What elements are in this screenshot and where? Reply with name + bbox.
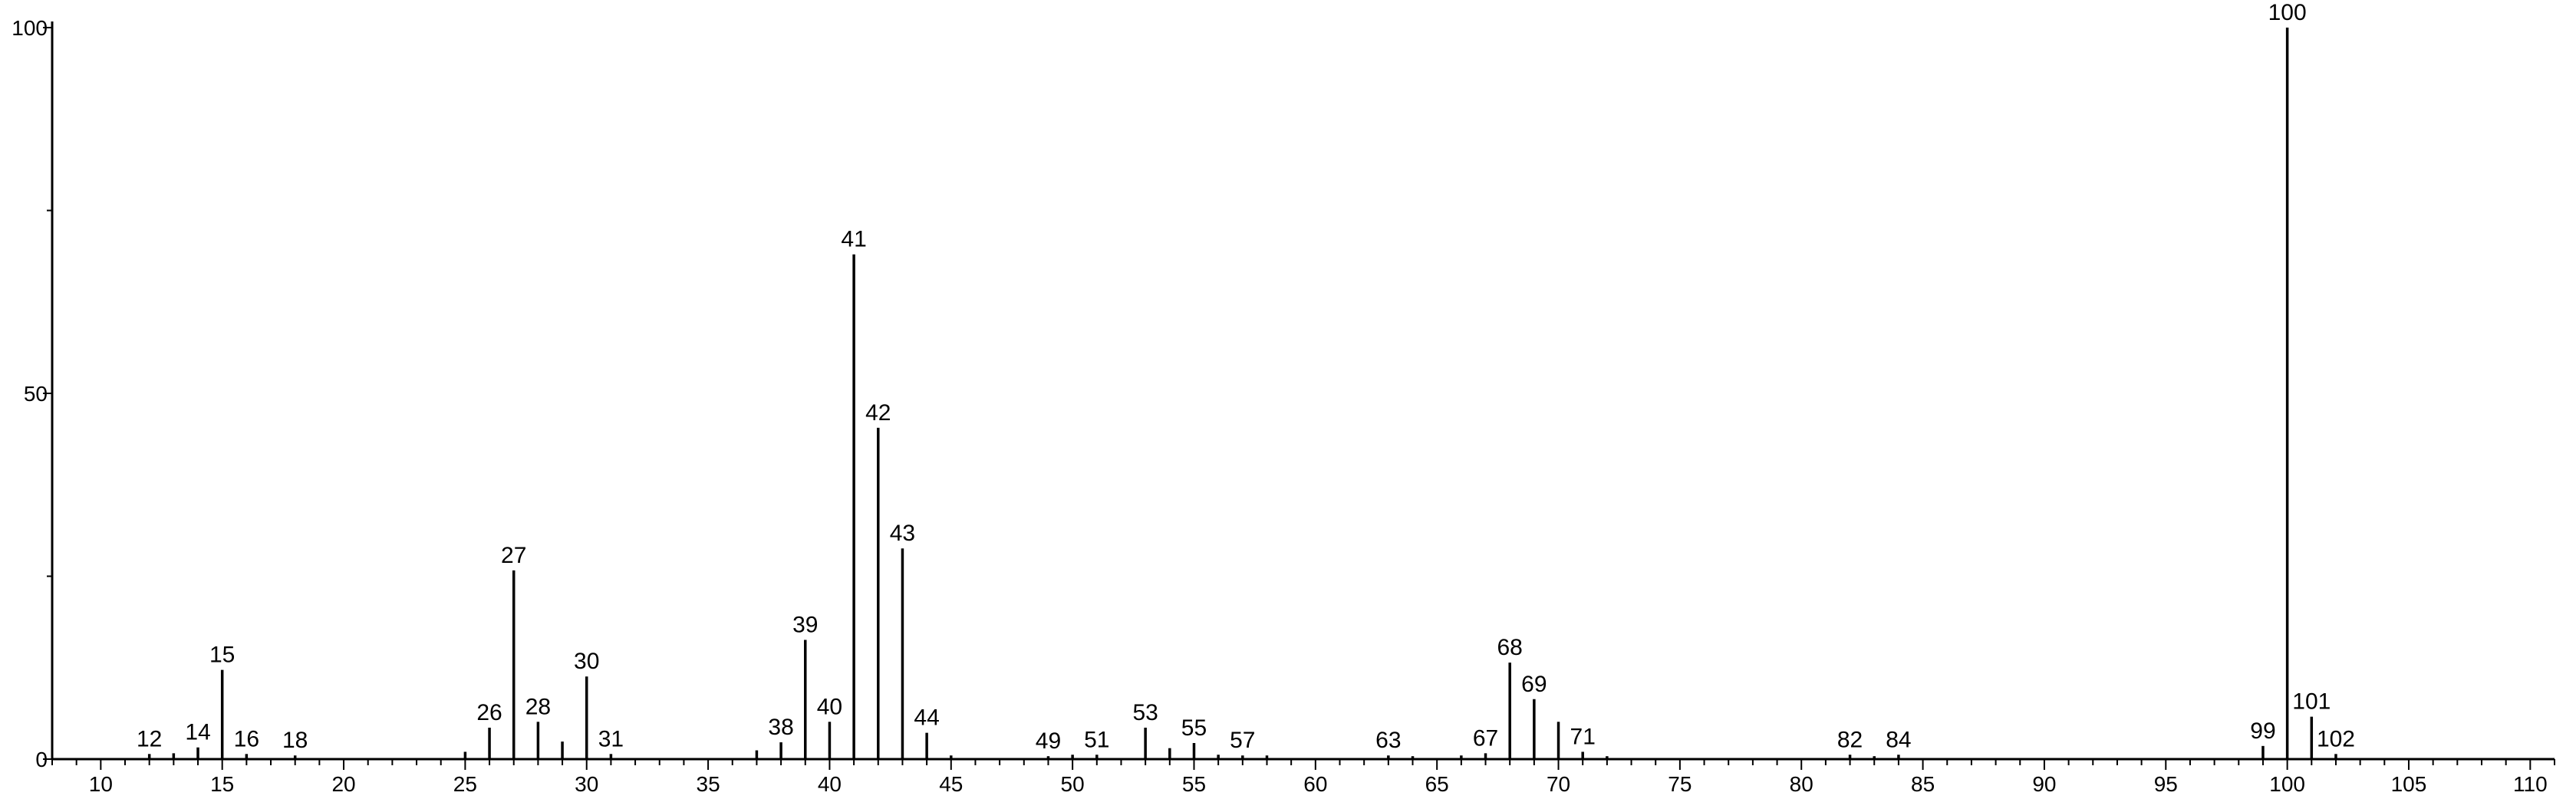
- peak-label-mz-27: 27: [501, 543, 526, 568]
- peak-label-mz-42: 42: [865, 400, 891, 426]
- x-tick-label: 85: [1911, 772, 1935, 796]
- peak-label-mz-55: 55: [1181, 715, 1207, 741]
- x-tick-label: 65: [1425, 772, 1449, 796]
- x-tick-label: 35: [697, 772, 720, 796]
- x-tick-label: 75: [1668, 772, 1692, 796]
- peak-label-mz-12: 12: [137, 726, 162, 751]
- x-tick-label: 30: [575, 772, 598, 796]
- peak-label-mz-43: 43: [890, 521, 915, 546]
- x-tick-label: 60: [1303, 772, 1327, 796]
- x-tick-label: 20: [331, 772, 355, 796]
- y-tick-label: 50: [24, 382, 48, 406]
- peak-label-mz-82: 82: [1837, 727, 1863, 752]
- peak-label-mz-26: 26: [476, 700, 502, 725]
- peak-label-mz-71: 71: [1570, 724, 1596, 749]
- x-tick-label: 50: [1061, 772, 1085, 796]
- peak-label-mz-31: 31: [598, 726, 624, 751]
- peak-label-mz-44: 44: [914, 705, 939, 731]
- x-tick-label: 90: [2032, 772, 2056, 796]
- x-tick-label: 55: [1182, 772, 1206, 796]
- peak-label-mz-99: 99: [2250, 718, 2275, 744]
- y-tick-label: 100: [12, 16, 48, 40]
- peak-label-mz-84: 84: [1886, 727, 1911, 752]
- peak-label-mz-102: 102: [2317, 726, 2355, 751]
- axes: 10 15 20 25 30 35 40 45 50 55 60 65 70 75 80 85 90 95 100 1…: [12, 16, 2555, 796]
- peak-label-mz-68: 68: [1497, 635, 1523, 660]
- peak-label-mz-18: 18: [282, 728, 308, 753]
- peak-label-mz-16: 16: [234, 726, 259, 751]
- x-tick-label: 25: [453, 772, 477, 796]
- x-tick-label: 15: [210, 772, 234, 796]
- x-tick-label: 80: [1790, 772, 1813, 796]
- peak-label-mz-67: 67: [1473, 725, 1498, 751]
- peak-label-mz-101: 101: [2292, 689, 2331, 715]
- peak-label-mz-14: 14: [185, 720, 210, 745]
- peak-label-mz-30: 30: [574, 649, 599, 674]
- peak-label-mz-38: 38: [768, 715, 793, 740]
- peak-label-mz-28: 28: [525, 694, 551, 719]
- x-tick-label: 105: [2391, 772, 2427, 796]
- peak-bars: [147, 28, 2337, 759]
- x-tick-label: 40: [818, 772, 842, 796]
- peak-label-mz-69: 69: [1521, 672, 1547, 697]
- x-tick-label: 10: [89, 772, 113, 796]
- peak-label-mz-53: 53: [1132, 700, 1158, 725]
- peak-label-mz-51: 51: [1084, 727, 1109, 752]
- y-tick-label: 0: [35, 748, 48, 771]
- peak-label-mz-41: 41: [841, 227, 866, 252]
- peak-label-mz-15: 15: [209, 643, 235, 668]
- x-tick-label: 45: [939, 772, 963, 796]
- x-tick-label: 100: [2269, 772, 2305, 796]
- x-tick-label: 70: [1547, 772, 1570, 796]
- x-tick-label: 95: [2154, 772, 2178, 796]
- peak-label-mz-100: 100: [2268, 0, 2307, 25]
- peak-label-mz-63: 63: [1375, 728, 1401, 753]
- peak-label-mz-57: 57: [1230, 728, 1255, 753]
- peak-label-mz-40: 40: [817, 694, 842, 719]
- peak-label-mz-39: 39: [792, 612, 818, 637]
- x-tick-label: 110: [2513, 772, 2548, 796]
- peak-labels: 12 14 15 16 18 26 27 28 30 31 38 39 40 41 42 43 44 49 51 53…: [137, 0, 2355, 754]
- peak-label-mz-49: 49: [1036, 728, 1061, 754]
